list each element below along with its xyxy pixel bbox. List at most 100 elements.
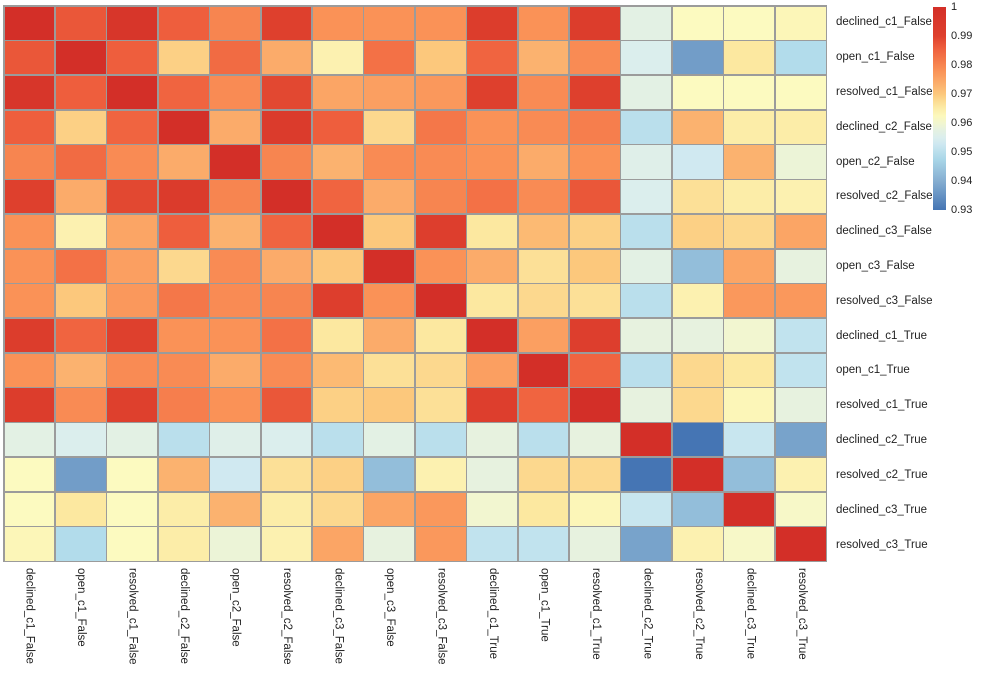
heatmap-cell (107, 180, 158, 214)
heatmap-cell (724, 249, 775, 283)
heatmap-cell (261, 388, 312, 422)
heatmap-cell (518, 353, 569, 387)
heatmap-cell (672, 318, 723, 353)
heatmap-cell (158, 75, 209, 110)
heatmap-cell (261, 457, 312, 492)
heatmap-cell (621, 527, 672, 561)
heatmap-cell (724, 214, 775, 249)
heatmap-cell (724, 423, 775, 457)
heatmap-cell (672, 492, 723, 526)
heatmap-cell (55, 41, 106, 75)
heatmap-cell (4, 6, 55, 40)
heatmap-cell (158, 180, 209, 214)
heatmap-cell (4, 145, 55, 179)
heatmap-cell (107, 145, 158, 179)
heatmap-cell (107, 284, 158, 318)
heatmap-cell (775, 492, 826, 526)
heatmap-cell (415, 318, 466, 353)
col-label: resolved_c2_False (281, 568, 293, 665)
heatmap-cell (107, 318, 158, 353)
heatmap-cell (312, 180, 363, 214)
heatmap-cell (467, 423, 518, 457)
row-label: open_c1_True (836, 364, 910, 377)
heatmap-cell (210, 41, 261, 75)
heatmap-cell (55, 353, 106, 387)
heatmap-cell (261, 75, 312, 110)
heatmap-cell (158, 214, 209, 249)
heatmap-cell (364, 353, 415, 387)
colorbar-tick-label: 0.96 (951, 117, 973, 129)
row-label: resolved_c2_False (836, 190, 933, 203)
heatmap-cell (55, 527, 106, 561)
heatmap-cell (158, 492, 209, 526)
heatmap-cell (55, 214, 106, 249)
heatmap-cell (312, 75, 363, 110)
col-label: open_c1_False (75, 568, 87, 647)
heatmap-cell (775, 6, 826, 40)
row-label: open_c2_False (836, 155, 915, 168)
heatmap-cell (158, 249, 209, 283)
row-label: resolved_c3_True (836, 538, 928, 551)
heatmap-cell (312, 423, 363, 457)
heatmap-cell (261, 284, 312, 318)
heatmap-cell (724, 110, 775, 144)
heatmap-cell (261, 145, 312, 179)
col-label: resolved_c3_False (435, 568, 448, 665)
heatmap-cell (775, 75, 826, 110)
col-label: declined_c1_True (487, 568, 499, 659)
heatmap-cell (4, 284, 55, 318)
heatmap-cell (467, 41, 518, 75)
heatmap-cell (312, 145, 363, 179)
heatmap-cell (415, 6, 466, 40)
heatmap-cell (210, 388, 261, 422)
heatmap-cell (672, 214, 723, 249)
heatmap-cell (158, 284, 209, 318)
heatmap-cell (415, 214, 466, 249)
heatmap-cell (621, 284, 672, 318)
heatmap-cell (210, 492, 261, 526)
heatmap-cell (55, 423, 106, 457)
colorbar-tick-label: 1 (951, 1, 958, 13)
heatmap-cell (775, 180, 826, 214)
heatmap-cell (312, 457, 363, 492)
heatmap-cell (621, 75, 672, 110)
col-label: resolved_c2_True (693, 568, 705, 660)
heatmap-cell (467, 110, 518, 144)
heatmap-cell (621, 180, 672, 214)
col-label: resolved_c1_True (590, 568, 602, 660)
heatmap-cell (158, 388, 209, 422)
heatmap-cell (518, 284, 569, 318)
heatmap-cell (312, 318, 363, 353)
heatmap-cell (672, 110, 723, 144)
heatmap-cell (55, 180, 106, 214)
heatmap-cell (210, 353, 261, 387)
heatmap-cell (724, 6, 775, 40)
heatmap-cell (467, 388, 518, 422)
heatmap-cell (210, 527, 261, 561)
heatmap-cell (724, 41, 775, 75)
heatmap-cell (364, 527, 415, 561)
colorbar-tick-label: 0.94 (951, 175, 973, 187)
heatmap-cell (467, 457, 518, 492)
heatmap-cell (364, 110, 415, 144)
heatmap-cell (4, 110, 55, 144)
heatmap-cell (4, 527, 55, 561)
heatmap-cell (518, 457, 569, 492)
heatmap-cell (569, 284, 620, 318)
heatmap-cell (569, 6, 620, 40)
row-label: resolved_c3_False (836, 294, 933, 307)
heatmap-cell (518, 249, 569, 283)
heatmap-cell (467, 214, 518, 249)
heatmap-cell (4, 388, 55, 422)
col-label: open_c2_False (229, 568, 242, 647)
heatmap-cell (158, 353, 209, 387)
heatmap-cell (107, 249, 158, 283)
heatmap-cell (569, 75, 620, 110)
heatmap-cell (261, 180, 312, 214)
heatmap-cell (4, 214, 55, 249)
heatmap-cell (775, 388, 826, 422)
heatmap-cell (364, 249, 415, 283)
heatmap-cell (4, 180, 55, 214)
heatmap-cell (775, 423, 826, 457)
heatmap-cell (569, 145, 620, 179)
